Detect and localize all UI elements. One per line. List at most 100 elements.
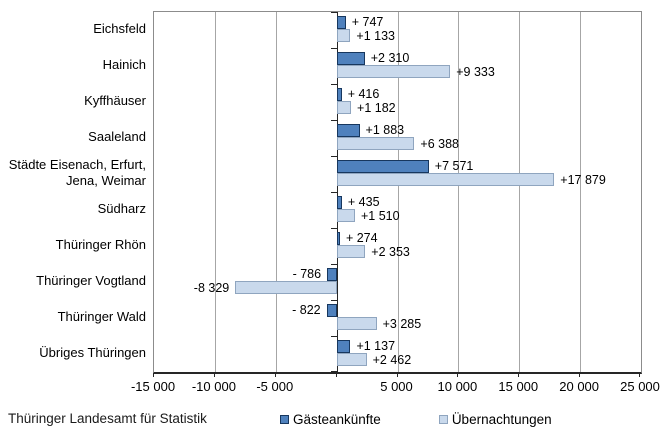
category-label: Saaleland (88, 128, 146, 144)
x-axis-tick-label: -15 000 (130, 379, 176, 394)
x-axis-tick-label: -5 000 (256, 379, 294, 394)
category-label: Thüringer Vogtland (36, 272, 146, 288)
legend-label: Gästeankünfte (293, 412, 381, 427)
bar-value-label: +1 182 (357, 100, 396, 115)
bar-gaesteankuenfte (327, 267, 337, 281)
category-tick (330, 156, 337, 157)
legend-item: Übernachtungen (438, 412, 552, 427)
bar-gaesteankuenfte (336, 159, 429, 173)
bar-value-label: +17 879 (560, 172, 606, 187)
category-tick (330, 84, 337, 85)
bar-uebernachtungen (336, 28, 351, 43)
x-axis-tick (274, 373, 276, 377)
bar-uebernachtungen (336, 172, 555, 187)
category-tick (330, 12, 337, 13)
category-label: Hainich (102, 56, 146, 72)
legend-swatch (438, 415, 448, 424)
bar-value-label: +1 133 (356, 28, 395, 43)
bar-value-label: + 435 (347, 195, 380, 210)
category-tick (330, 371, 337, 372)
bar-value-label: +1 883 (365, 123, 405, 138)
category-label: Thüringer Rhön (55, 236, 146, 252)
bar-row: +1 137 +2 462 (154, 336, 641, 372)
category-label: Thüringer Wald (57, 308, 146, 324)
bar-value-label: + 416 (347, 87, 380, 102)
bar-gaesteankuenfte (336, 231, 340, 245)
gridline (580, 12, 582, 372)
bar-value-label: + 747 (351, 15, 384, 30)
bar-value-label: +1 510 (361, 208, 400, 223)
bar-row: + 747 +1 133 (154, 12, 641, 48)
bar-value-label: +2 353 (371, 244, 410, 259)
x-axis-tick (335, 373, 337, 377)
bar-gaesteankuenfte (326, 303, 337, 317)
bar-row: + 416 +1 182 (154, 84, 641, 120)
x-axis-tick-label: 20 000 (559, 379, 600, 394)
gridline (214, 12, 216, 372)
x-axis-tick (457, 373, 459, 377)
plot-area: + 747 +1 133 +2 310 +9 333 + 416 +1 182 +1 883… (153, 11, 642, 374)
bar-value-label: -8 329 (193, 280, 230, 295)
bar-gaesteankuenfte (336, 123, 360, 137)
bar-value-label: +6 388 (420, 136, 459, 151)
category-label: Eichsfeld (93, 20, 146, 36)
category-tick (330, 192, 337, 193)
bar-row: +1 883 +6 388 (154, 120, 641, 156)
category-tick (330, 336, 337, 337)
bar-value-label: +2 462 (372, 352, 412, 367)
legend: Gästeankünfte Übernachtungen (280, 412, 552, 427)
x-axis-tick (153, 373, 154, 377)
bar-value-label: +2 310 (370, 51, 410, 66)
bar-uebernachtungen (336, 352, 367, 367)
category-tick (330, 300, 337, 301)
legend-label: Übernachtungen (451, 412, 552, 427)
category-label: Übriges Thüringen (39, 344, 146, 360)
legend-swatch (280, 415, 289, 424)
x-axis-labels: -15 000 -10 000 -5 000 5 000 10 000 15 000 20 … (131, 379, 660, 395)
category-tick (330, 48, 337, 49)
bar-gaesteankuenfte (336, 339, 351, 353)
source-text: Thüringer Landesamt für Statistik (8, 411, 207, 426)
bar-row: - 786 -8 329 (154, 264, 641, 300)
bar-row: + 435 +1 510 (154, 192, 641, 228)
bar-value-label: - 822 (292, 303, 321, 318)
bar-gaesteankuenfte (336, 195, 342, 209)
x-axis-tick-label: -10 000 (191, 379, 236, 394)
category-tick (330, 264, 337, 265)
x-axis-tick-label: 5 000 (380, 379, 413, 394)
bar-uebernachtungen (336, 316, 377, 331)
category-tick (330, 228, 337, 229)
category-label: Kyffhäuser (84, 92, 146, 108)
bar-uebernachtungen (336, 64, 451, 79)
bar-uebernachtungen (235, 280, 337, 295)
x-axis-tick (639, 373, 640, 377)
bar-uebernachtungen (336, 208, 355, 223)
bar-value-label: + 274 (345, 231, 378, 246)
bar-value-label: +9 333 (456, 64, 495, 79)
gridline (458, 12, 460, 372)
bar-value-label: +3 285 (382, 316, 422, 331)
bar-row: +7 571 +17 879 (154, 156, 641, 192)
bar-uebernachtungen (336, 136, 415, 151)
y-axis-labels: Eichsfeld Hainich Kyffhäuser Saaleland Städt… (0, 11, 147, 371)
bar-row: - 822 +3 285 (154, 300, 641, 336)
bar-gaesteankuenfte (336, 51, 365, 65)
x-axis-tick (213, 373, 215, 377)
bar-value-label: +1 137 (356, 339, 396, 354)
gridline (519, 12, 521, 372)
chart-footer: Thüringer Landesamt für Statistik Gästea… (0, 408, 668, 430)
x-axis-tick-label: 25 000 (620, 379, 660, 394)
bar-gaesteankuenfte (336, 87, 342, 101)
x-axis-ticks (153, 373, 640, 377)
bar-value-label: - 786 (292, 267, 322, 282)
x-axis-tick (396, 373, 398, 377)
zero-axis-line (336, 12, 338, 372)
legend-item: Gästeankünfte (280, 412, 381, 427)
bar-uebernachtungen (336, 100, 352, 115)
bar-gaesteankuenfte (336, 15, 346, 29)
bar-row: + 274 +2 353 (154, 228, 641, 264)
bar-row: +2 310 +9 333 (154, 48, 641, 84)
category-label: Städte Eisenach, Erfurt, Jena, Weimar (8, 156, 146, 188)
x-axis-tick (518, 373, 520, 377)
